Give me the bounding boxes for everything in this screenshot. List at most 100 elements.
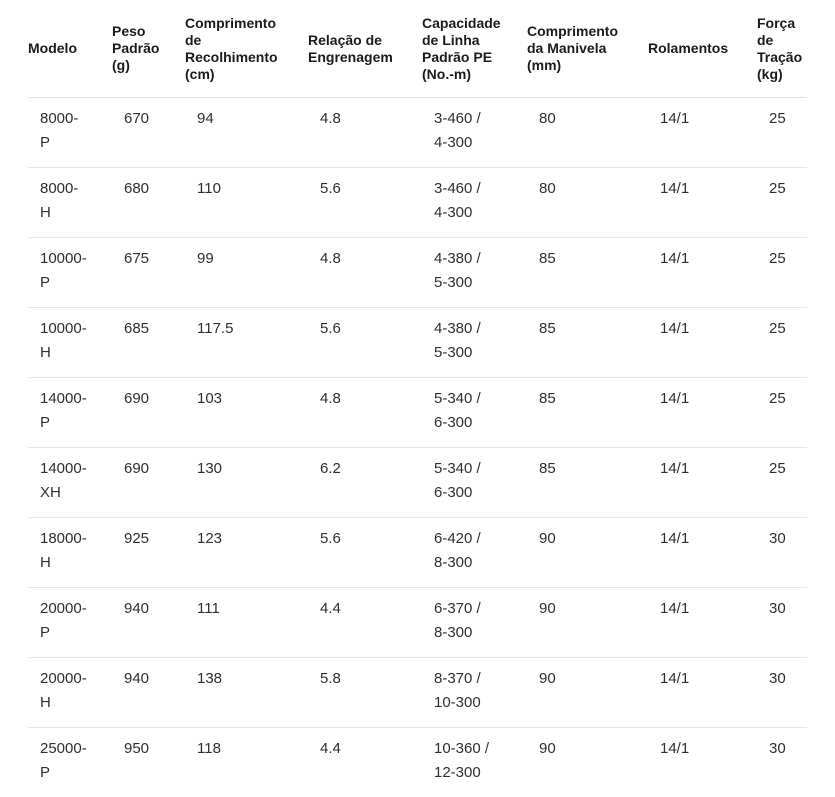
cell-drag: 25 <box>757 447 807 518</box>
cell-model: 20000- H <box>28 657 112 728</box>
cell-weight: 940 <box>112 587 185 658</box>
cell-capacity: 3-460 / 4-300 <box>422 97 527 168</box>
cell-bearings: 14/1 <box>648 377 757 448</box>
table-row: 8000- H 680 110 5.6 3-460 / 4-300 80 14/1 25 <box>28 167 807 238</box>
cell-handle: 90 <box>527 657 648 728</box>
cell-retrieve: 123 <box>185 517 308 588</box>
cell-model: 10000- H <box>28 307 112 378</box>
cell-handle: 80 <box>527 97 648 168</box>
cell-weight: 940 <box>112 657 185 728</box>
cell-gear: 5.6 <box>308 517 422 588</box>
cell-drag: 25 <box>757 237 807 308</box>
column-header-rolamentos: Rolamentos <box>648 0 757 98</box>
cell-capacity: 4-380 / 5-300 <box>422 237 527 308</box>
cell-model: 25000- P <box>40 739 87 781</box>
cell-handle: 90 <box>539 739 556 757</box>
cell-capacity: 6-370 / 8-300 <box>422 587 527 658</box>
cell-gear: 4.4 <box>308 587 422 658</box>
table-body: 8000- P 670 94 4.8 3-460 / 4-300 80 14/1 25 8000… <box>28 97 807 797</box>
cell-weight: 675 <box>112 237 185 308</box>
table-row: 10000- P 675 99 4.8 4-380 / 5-300 85 14/1 25 <box>28 237 807 308</box>
table-row: 18000- H 925 123 5.6 6-420 / 8-300 90 14/1 30 <box>28 517 807 588</box>
cell-drag: 30 <box>757 587 807 658</box>
cell-capacity: 6-420 / 8-300 <box>422 517 527 588</box>
cell-model: 20000- P <box>28 587 112 658</box>
table-row: 25000- P 950 118 4.4 10-360 / 12-300 90 14/1 30 <box>28 727 807 797</box>
cell-capacity: 10-360 / 12-300 <box>434 739 490 781</box>
cell-weight: 685 <box>112 307 185 378</box>
cell-gear: 4.8 <box>308 377 422 448</box>
table-row: 20000- P 940 111 4.4 6-370 / 8-300 90 14/1 30 <box>28 587 807 658</box>
cell-weight: 690 <box>112 377 185 448</box>
cell-handle: 85 <box>527 377 648 448</box>
cell-model: 14000- P <box>28 377 112 448</box>
column-header-manivela: Comprimento da Manivela (mm) <box>527 0 648 98</box>
column-header-tracao: Força de Tração (kg) <box>757 0 807 98</box>
cell-gear: 5.8 <box>308 657 422 728</box>
cell-retrieve: 138 <box>185 657 308 728</box>
cell-retrieve: 111 <box>185 587 308 658</box>
cell-weight: 670 <box>112 97 185 168</box>
column-header-capacidade: Capacidade de Linha Padrão PE (No.-m) <box>422 0 527 98</box>
cell-capacity: 4-380 / 5-300 <box>422 307 527 378</box>
cell-model: 18000- H <box>28 517 112 588</box>
cell-drag: 25 <box>757 307 807 378</box>
cell-bearings: 14/1 <box>648 447 757 518</box>
cell-handle: 85 <box>527 307 648 378</box>
cell-gear: 5.6 <box>308 307 422 378</box>
cell-model: 10000- P <box>28 237 112 308</box>
table-row: 10000- H 685 117.5 5.6 4-380 / 5-300 85 14/1 25 <box>28 307 807 378</box>
column-header-recolhimento: Comprimento de Recolhimento (cm) <box>185 0 308 98</box>
cell-gear: 5.6 <box>308 167 422 238</box>
cell-bearings: 14/1 <box>648 587 757 658</box>
cell-drag: 25 <box>757 377 807 448</box>
table-row: 20000- H 940 138 5.8 8-370 / 10-300 90 14/1 30 <box>28 657 807 728</box>
table-row: 14000- XH 690 130 6.2 5-340 / 6-300 85 14/1 25 <box>28 447 807 518</box>
cell-retrieve: 117.5 <box>185 307 308 378</box>
cell-capacity: 3-460 / 4-300 <box>422 167 527 238</box>
cell-drag: 25 <box>757 97 807 168</box>
cell-weight: 950 <box>124 739 150 757</box>
cell-handle: 90 <box>527 517 648 588</box>
cell-retrieve: 94 <box>185 97 308 168</box>
cell-drag: 30 <box>757 657 807 728</box>
cell-capacity: 5-340 / 6-300 <box>422 447 527 518</box>
cell-bearings: 14/1 <box>660 739 690 757</box>
cell-capacity: 8-370 / 10-300 <box>422 657 527 728</box>
cell-retrieve: 130 <box>185 447 308 518</box>
cell-capacity: 5-340 / 6-300 <box>422 377 527 448</box>
table-header: Modelo Peso Padrão (g) Comprimento de Re… <box>28 0 807 98</box>
cell-drag: 25 <box>757 167 807 238</box>
cell-gear: 4.8 <box>308 97 422 168</box>
cell-handle: 80 <box>527 167 648 238</box>
cell-handle: 85 <box>527 447 648 518</box>
cell-retrieve: 99 <box>185 237 308 308</box>
cell-bearings: 14/1 <box>648 97 757 168</box>
cell-retrieve: 103 <box>185 377 308 448</box>
cell-bearings: 14/1 <box>648 237 757 308</box>
cell-bearings: 14/1 <box>648 657 757 728</box>
cell-bearings: 14/1 <box>648 307 757 378</box>
cell-gear: 6.2 <box>308 447 422 518</box>
cell-gear: 4.8 <box>308 237 422 308</box>
column-header-engrenagem: Relação de Engrenagem <box>308 0 422 98</box>
column-header-peso: Peso Padrão (g) <box>112 0 185 98</box>
cell-retrieve: 110 <box>185 167 308 238</box>
table-row: 14000- P 690 103 4.8 5-340 / 6-300 85 14/1 25 <box>28 377 807 448</box>
product-spec-table: Modelo Peso Padrão (g) Comprimento de Re… <box>28 0 807 797</box>
cell-model: 14000- XH <box>28 447 112 518</box>
cell-gear: 4.4 <box>320 739 341 757</box>
cell-bearings: 14/1 <box>648 517 757 588</box>
column-header-modelo: Modelo <box>28 0 112 98</box>
header-row: Modelo Peso Padrão (g) Comprimento de Re… <box>28 0 807 98</box>
cell-weight: 680 <box>112 167 185 238</box>
cell-drag: 30 <box>757 517 807 588</box>
cell-retrieve: 118 <box>197 739 221 757</box>
cell-model: 8000- H <box>28 167 112 238</box>
cell-bearings: 14/1 <box>648 167 757 238</box>
cell-weight: 690 <box>112 447 185 518</box>
cell-drag: 30 <box>769 739 786 757</box>
cell-model: 8000- P <box>28 97 112 168</box>
cell-weight: 925 <box>112 517 185 588</box>
